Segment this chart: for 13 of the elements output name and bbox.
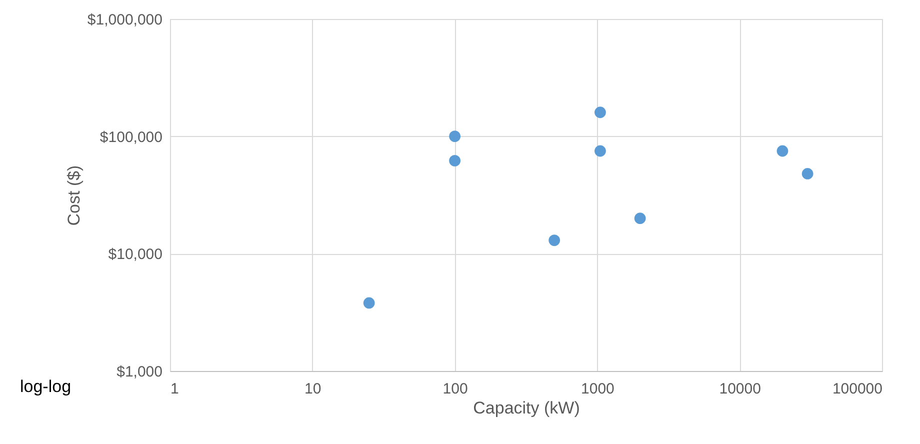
x-tick-label: 100000 bbox=[832, 380, 882, 398]
y-tick-label: $10,000 bbox=[108, 246, 162, 264]
y-tick-label: $1,000,000 bbox=[87, 12, 162, 28]
x-tick-label: 100 bbox=[442, 380, 468, 398]
x-tick-label: 10 bbox=[304, 380, 322, 398]
y-tick-label: $1,000 bbox=[116, 364, 162, 380]
y-axis-title: Cost ($) bbox=[64, 165, 84, 226]
y-tick-label: $100,000 bbox=[100, 128, 162, 146]
x-tick-label: 1 bbox=[170, 380, 179, 398]
x-tick-label: 1000 bbox=[581, 380, 614, 398]
x-tick-label: 10000 bbox=[719, 380, 761, 398]
x-axis-title: Capacity (kW) bbox=[473, 398, 580, 418]
text: log-log bbox=[20, 377, 72, 396]
